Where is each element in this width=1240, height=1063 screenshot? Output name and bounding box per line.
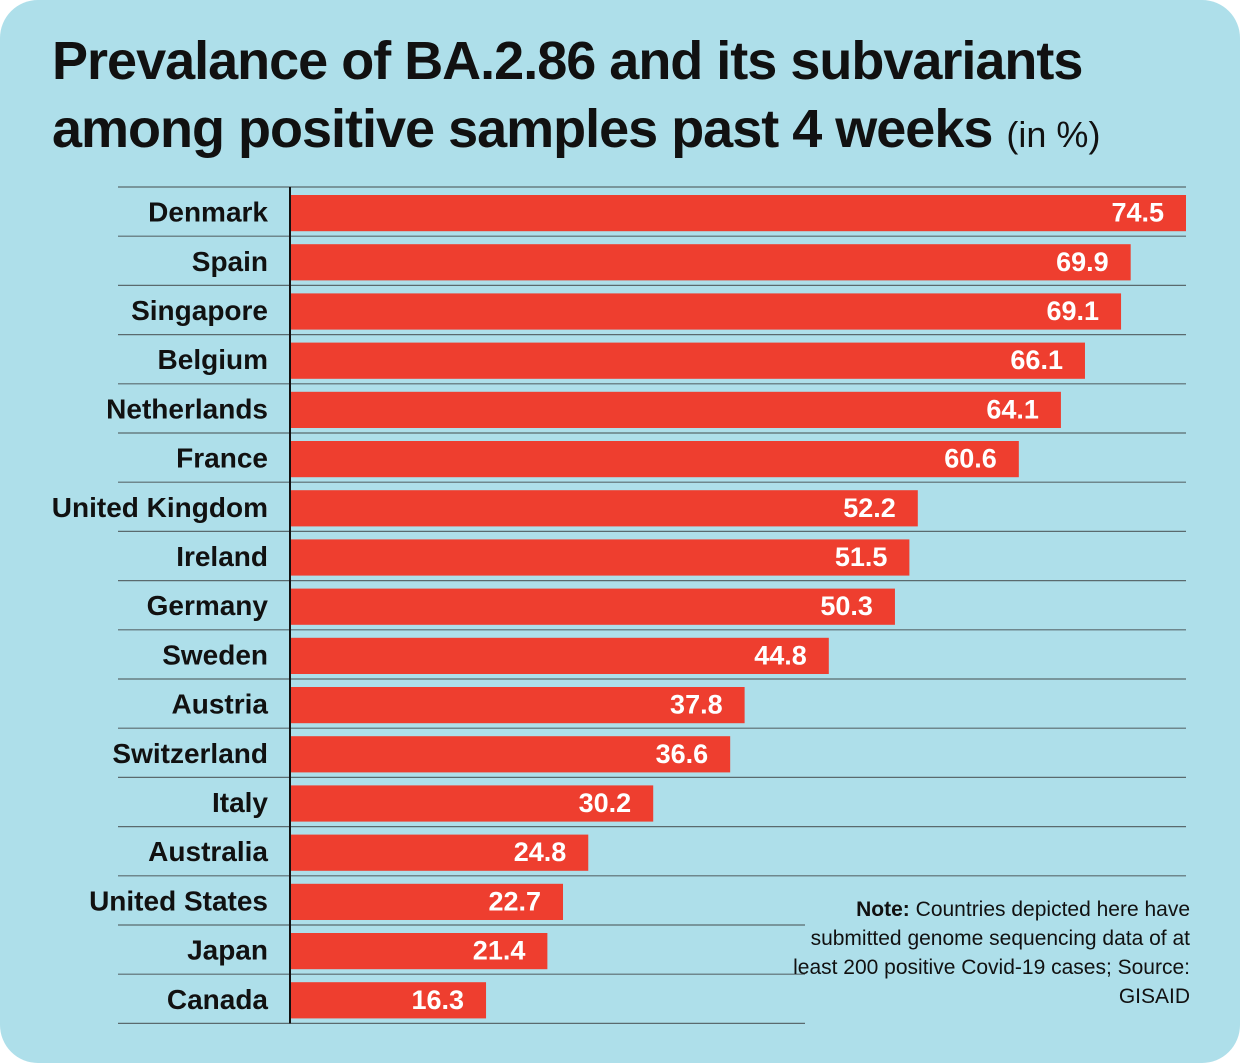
category-label: Canada (167, 984, 269, 1015)
category-label: Singapore (131, 295, 268, 326)
value-label: 50.3 (820, 591, 873, 621)
category-label: Austria (172, 689, 269, 720)
category-label: United States (89, 885, 268, 916)
bar-france (290, 441, 1019, 478)
bar-united-states (290, 883, 564, 920)
category-label: Denmark (148, 197, 268, 228)
bar-canada (290, 982, 487, 1019)
bar-united-kingdom (290, 490, 918, 527)
chart-title-line-1: Prevalance of BA.2.86 and its subvariant… (52, 31, 1083, 91)
value-label: 30.2 (579, 788, 632, 818)
chart-note: Note: Countries depicted here have submi… (770, 895, 1190, 1011)
value-label: 60.6 (944, 444, 997, 474)
bar-singapore (290, 293, 1122, 330)
value-label: 69.9 (1056, 247, 1109, 277)
chart-title-line-2-text: among positive samples past 4 weeks (52, 99, 993, 159)
chart-title-line-2: among positive samples past 4 weeks (in … (52, 98, 1100, 160)
value-label: 64.1 (986, 394, 1039, 424)
value-label: 16.3 (411, 985, 464, 1015)
bar-austria (290, 687, 745, 724)
value-label: 36.6 (656, 739, 709, 769)
bar-germany (290, 588, 895, 625)
unit-label: (in %) (1006, 114, 1101, 155)
category-label: Netherlands (106, 393, 268, 424)
category-label: Germany (147, 590, 269, 621)
category-label: Sweden (162, 639, 268, 670)
category-label: Spain (192, 246, 268, 277)
category-label: Ireland (176, 541, 268, 572)
value-label: 69.1 (1046, 296, 1099, 326)
bar-belgium (290, 342, 1085, 379)
category-label: Italy (212, 787, 268, 818)
value-label: 51.5 (835, 542, 888, 572)
value-label: 37.8 (670, 690, 723, 720)
value-label: 66.1 (1010, 345, 1063, 375)
value-label: 52.2 (843, 493, 896, 523)
bar-denmark (290, 195, 1186, 232)
note-label: Note: (856, 898, 910, 921)
value-label: 44.8 (754, 640, 807, 670)
category-label: France (176, 443, 268, 474)
bar-switzerland (290, 736, 731, 773)
value-label: 74.5 (1111, 198, 1164, 228)
value-label: 21.4 (473, 936, 526, 966)
value-label: 22.7 (488, 886, 541, 916)
bar-ireland (290, 539, 910, 576)
category-label: Switzerland (112, 738, 268, 769)
bar-netherlands (290, 391, 1061, 428)
bar-sweden (290, 637, 829, 674)
note-text: Countries depicted here have submitted g… (793, 898, 1190, 1008)
bar-spain (290, 244, 1131, 281)
category-label: United Kingdom (52, 492, 268, 523)
category-label: Australia (148, 836, 268, 867)
bar-japan (290, 933, 548, 970)
category-label: Belgium (158, 344, 268, 375)
value-label: 24.8 (514, 837, 567, 867)
bar-italy (290, 785, 654, 822)
bar-australia (290, 834, 589, 871)
category-label: Japan (187, 935, 268, 966)
